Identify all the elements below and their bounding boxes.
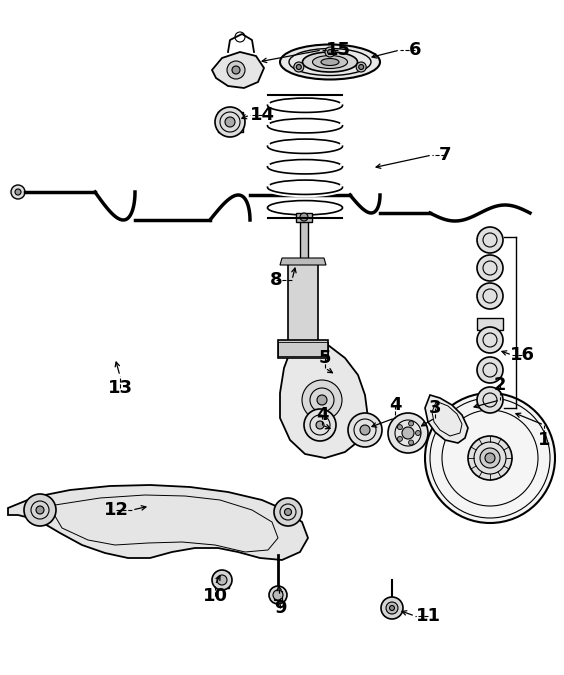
Text: 11: 11 — [416, 607, 440, 625]
Circle shape — [477, 327, 503, 353]
Circle shape — [215, 107, 245, 137]
Text: 2: 2 — [494, 376, 506, 394]
Circle shape — [316, 421, 324, 429]
Text: 14: 14 — [249, 106, 275, 124]
Circle shape — [302, 380, 342, 420]
Circle shape — [296, 65, 301, 70]
Circle shape — [480, 448, 500, 468]
Circle shape — [408, 421, 413, 426]
Circle shape — [408, 440, 413, 445]
Circle shape — [294, 62, 304, 72]
Text: 5: 5 — [319, 349, 331, 367]
Circle shape — [15, 189, 21, 195]
Polygon shape — [296, 213, 312, 222]
Text: 8: 8 — [270, 271, 283, 289]
Circle shape — [269, 586, 287, 604]
Circle shape — [477, 357, 503, 383]
Polygon shape — [425, 395, 468, 443]
Text: 15: 15 — [325, 41, 350, 59]
Polygon shape — [280, 342, 368, 458]
Circle shape — [24, 494, 56, 526]
Circle shape — [381, 597, 403, 619]
Text: 3: 3 — [429, 399, 441, 417]
Circle shape — [227, 61, 245, 79]
Circle shape — [388, 413, 428, 453]
Circle shape — [225, 117, 235, 127]
Circle shape — [328, 49, 333, 55]
Circle shape — [477, 227, 503, 253]
Circle shape — [477, 283, 503, 309]
Circle shape — [300, 213, 308, 221]
Circle shape — [284, 508, 292, 516]
Circle shape — [36, 506, 44, 514]
Polygon shape — [278, 340, 328, 358]
Ellipse shape — [280, 45, 380, 80]
Text: 9: 9 — [274, 599, 287, 617]
Text: 13: 13 — [108, 379, 133, 397]
Polygon shape — [8, 485, 308, 560]
Circle shape — [304, 409, 336, 441]
Circle shape — [273, 590, 283, 600]
Text: 12: 12 — [104, 501, 129, 519]
Circle shape — [477, 255, 503, 281]
Circle shape — [468, 436, 512, 480]
Circle shape — [398, 425, 402, 429]
Circle shape — [402, 427, 414, 439]
Polygon shape — [300, 218, 308, 262]
Circle shape — [477, 387, 503, 413]
Circle shape — [360, 425, 370, 435]
Circle shape — [485, 453, 495, 463]
Polygon shape — [288, 260, 318, 342]
Text: 4: 4 — [316, 406, 328, 424]
Ellipse shape — [321, 59, 339, 65]
Circle shape — [217, 575, 227, 585]
Circle shape — [356, 62, 366, 72]
Ellipse shape — [312, 55, 347, 68]
Circle shape — [212, 570, 232, 590]
Text: 7: 7 — [439, 146, 451, 164]
Circle shape — [359, 65, 364, 70]
Text: 4: 4 — [389, 396, 401, 414]
Polygon shape — [280, 258, 326, 265]
Ellipse shape — [302, 52, 358, 72]
Text: 1: 1 — [537, 431, 550, 449]
Polygon shape — [274, 591, 282, 600]
Circle shape — [348, 413, 382, 447]
Circle shape — [398, 436, 402, 441]
Circle shape — [390, 605, 394, 610]
Polygon shape — [477, 318, 503, 330]
Polygon shape — [215, 572, 229, 588]
Circle shape — [232, 66, 240, 74]
Circle shape — [11, 185, 25, 199]
Text: 10: 10 — [202, 587, 227, 605]
Circle shape — [325, 47, 335, 57]
Circle shape — [317, 395, 327, 405]
Circle shape — [274, 498, 302, 526]
Circle shape — [386, 602, 398, 614]
Polygon shape — [212, 52, 264, 88]
Text: 16: 16 — [509, 346, 535, 364]
Text: 6: 6 — [409, 41, 421, 59]
Circle shape — [425, 393, 555, 523]
Circle shape — [416, 431, 421, 435]
